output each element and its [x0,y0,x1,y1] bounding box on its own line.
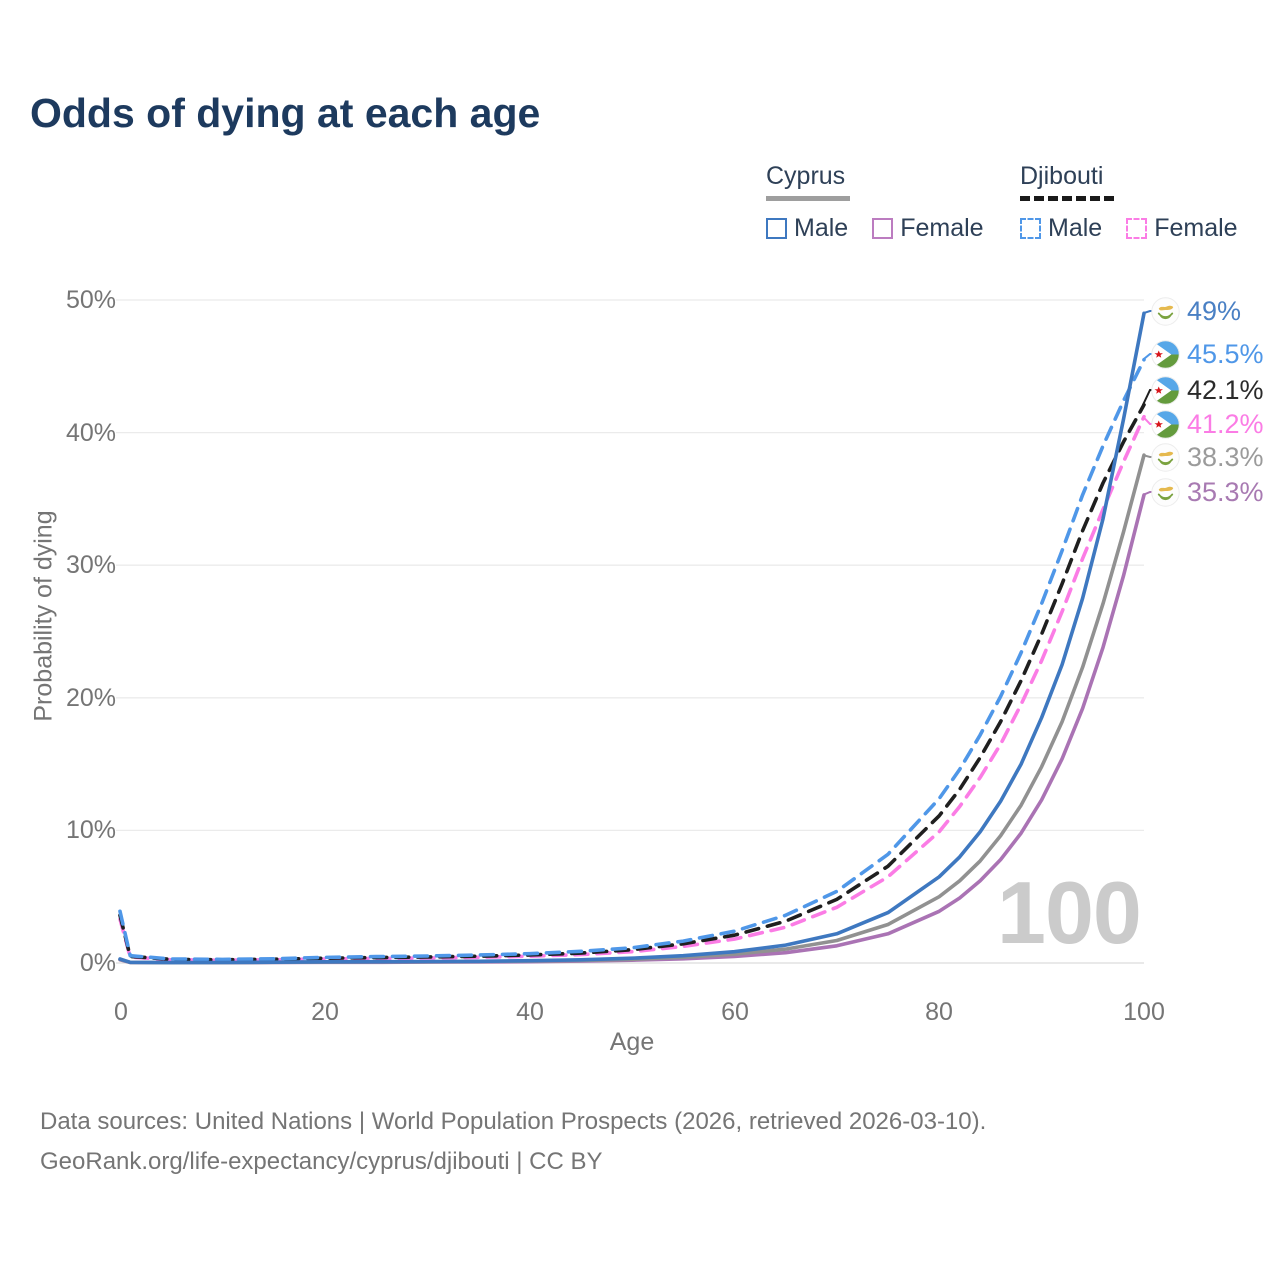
data-sources-credit: Data sources: United Nations | World Pop… [40,1108,987,1135]
legend-item-cyprus-male[interactable]: Male [766,214,848,243]
end-value: 41.2% [1187,408,1264,439]
djibouti-female-swatch-icon [1126,218,1148,239]
end-value: 38.3% [1187,441,1264,472]
end-label-cyprus-total: 38.3% [1151,442,1264,472]
end-label-djibouti-male: 45.5% [1151,339,1264,369]
end-label-cyprus-female: 35.3% [1151,477,1264,507]
djibouti-male-swatch-icon [1020,218,1041,239]
cyprus-flag-icon [1151,296,1180,326]
djibouti-flag-icon [1151,339,1180,369]
cyprus-flag-icon [1151,442,1180,472]
end-label-djibouti-female: 41.2% [1151,409,1264,439]
legend-label: Male [1048,214,1103,242]
legend-header-cyprus: Cyprus [766,162,846,190]
end-value: 49% [1187,295,1242,326]
series-line-cyprus-total[interactable] [118,453,1146,965]
y-tick-label: 50% [65,286,116,314]
x-axis-title: Age [609,1028,655,1056]
series-line-djibouti-male[interactable] [118,357,1146,962]
legend-group-cyprus: Cyprus Male Female [766,162,984,243]
cyprus-female-swatch-icon [872,218,894,239]
djibouti-line-style-swatch [1020,196,1114,201]
end-label-cyprus-male: 49% [1151,296,1241,326]
legend-item-djibouti-male[interactable]: Male [1020,214,1102,243]
end-label-djibouti-total: 42.1% [1151,375,1264,405]
legend-header-djibouti: Djibouti [1020,162,1104,190]
page-title: Odds of dying at each age [30,90,541,136]
x-tick-label: 20 [311,998,339,1026]
legend-label: Female [1154,214,1238,242]
x-tick-label: 0 [114,998,128,1026]
site-credit: GeoRank.org/life-expectancy/cyprus/djibo… [40,1148,603,1175]
djibouti-flag-icon [1151,375,1180,405]
djibouti-flag-icon [1151,409,1180,439]
cyprus-line-style-swatch [766,196,850,201]
series-line-cyprus-male[interactable] [118,311,1146,965]
cyprus-flag-icon [1151,477,1180,507]
x-tick-label: 40 [516,998,544,1026]
end-value: 42.1% [1187,374,1264,405]
end-value: 35.3% [1187,476,1264,507]
x-tick-label: 60 [721,998,749,1026]
series-line-djibouti-female[interactable] [118,414,1146,962]
y-tick-label: 20% [65,684,116,712]
series-line-djibouti-total[interactable] [118,403,1146,962]
legend-group-djibouti: Djibouti Male Female [1020,162,1238,243]
y-tick-label: 10% [65,816,116,844]
y-tick-label: 30% [65,551,116,579]
x-tick-label: 100 [1123,998,1165,1026]
legend-item-djibouti-female[interactable]: Female [1126,214,1238,243]
legend-label: Male [794,214,849,242]
end-value: 45.5% [1187,338,1264,369]
x-tick-label: 80 [925,998,953,1026]
legend-label: Female [900,214,984,242]
legend-item-cyprus-female[interactable]: Female [872,214,984,243]
y-tick-label: 40% [65,419,116,447]
y-tick-label: 0% [79,949,116,977]
hover-age-watermark: 100 [997,863,1142,962]
cyprus-male-swatch-icon [766,218,787,239]
